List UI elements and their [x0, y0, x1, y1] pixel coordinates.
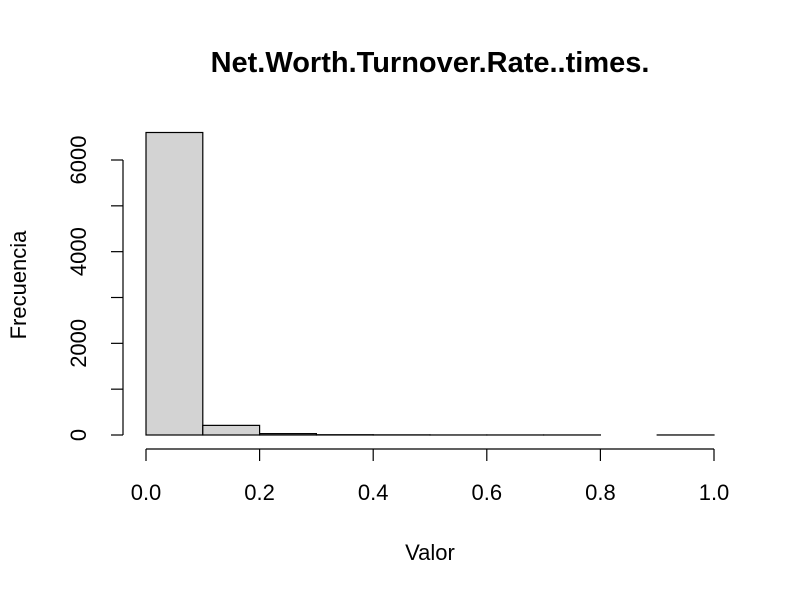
histogram-bar — [259, 433, 318, 436]
y-tick-label: 2000 — [66, 319, 91, 368]
chart-title: Net.Worth.Turnover.Rate..times. — [211, 47, 650, 79]
x-tick-label: 0.0 — [131, 480, 162, 505]
histogram-bar — [202, 424, 261, 436]
y-axis-label: Frecuencia — [6, 230, 31, 340]
histogram-bar — [145, 131, 204, 436]
x-tick-label: 0.8 — [585, 480, 616, 505]
x-axis: 0.0 0.2 0.4 0.6 0.8 1.0 — [131, 448, 730, 505]
x-tick-label: 0.6 — [472, 480, 503, 505]
y-tick-label: 6000 — [66, 136, 91, 185]
x-tick-label: 1.0 — [699, 480, 730, 505]
bars-group — [145, 131, 715, 436]
y-tick-label: 4000 — [66, 227, 91, 276]
x-axis-label: Valor — [405, 540, 455, 565]
y-axis: 0 2000 4000 6000 — [66, 136, 124, 441]
x-tick-label: 0.4 — [358, 480, 389, 505]
y-tick-label: 0 — [66, 429, 91, 441]
x-tick-label: 0.2 — [244, 480, 275, 505]
